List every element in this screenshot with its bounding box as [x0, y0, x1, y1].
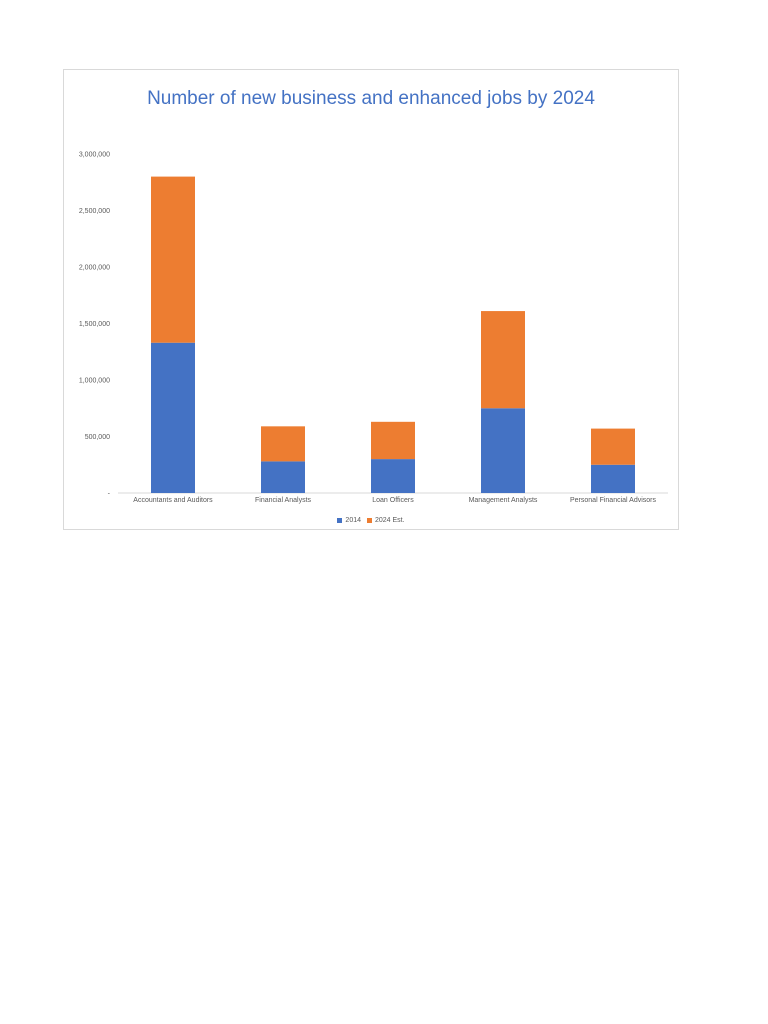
y-tick-label: 2,000,000: [79, 265, 110, 272]
x-tick-label: Personal Financial Advisors: [570, 497, 656, 504]
x-tick-label: Management Analysts: [469, 497, 538, 504]
x-tick-label: Accountants and Auditors: [133, 497, 213, 504]
legend-swatch: [337, 518, 343, 523]
chart-container: Number of new business and enhanced jobs…: [63, 69, 679, 530]
x-tick-label: Financial Analysts: [255, 497, 312, 504]
y-tick-label: 1,500,000: [79, 321, 110, 328]
y-tick-label: -: [108, 491, 111, 498]
bar-chart-plot: - 500,000 1,000,000 1,500,000 2,000,000 2,500…: [79, 152, 668, 504]
legend-item: 2024 Est.: [367, 517, 405, 524]
legend-label: 2014: [345, 517, 361, 524]
y-tick-label: 2,500,000: [79, 208, 110, 215]
bar-2014-1: [261, 461, 305, 493]
legend-label: 2024 Est.: [375, 517, 405, 524]
bar-2014-3: [481, 408, 525, 493]
bar-2024-est-4: [591, 428, 635, 465]
bar-2024-est-2: [371, 421, 415, 460]
bar-2024-est-1: [261, 426, 305, 462]
legend-swatch: [367, 518, 372, 523]
y-tick-label: 1,000,000: [79, 378, 110, 385]
y-tick-label: 3,000,000: [79, 152, 110, 159]
bar-2014-0: [151, 342, 195, 493]
chart-legend: 2014 2024 Est.: [64, 517, 678, 524]
legend-item: 2014: [337, 517, 361, 524]
bar-2024-est-0: [151, 176, 195, 343]
bar-2024-est-3: [481, 311, 525, 409]
bar-2014-4: [591, 464, 635, 493]
chart-title: Number of new business and enhanced jobs…: [147, 88, 595, 109]
y-tick-label: 500,000: [85, 434, 110, 441]
bar-2014-2: [371, 459, 415, 493]
x-tick-label: Loan Officers: [372, 497, 414, 504]
